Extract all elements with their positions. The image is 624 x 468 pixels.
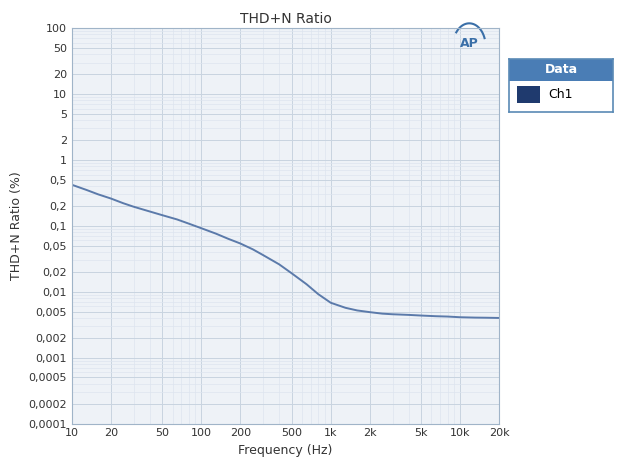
Title: THD+N Ratio: THD+N Ratio bbox=[240, 12, 331, 26]
Text: Data: Data bbox=[544, 63, 578, 76]
X-axis label: Frequency (Hz): Frequency (Hz) bbox=[238, 444, 333, 457]
Bar bbox=[517, 87, 540, 102]
Y-axis label: THD+N Ratio (%): THD+N Ratio (%) bbox=[10, 171, 22, 280]
Text: Ch1: Ch1 bbox=[548, 88, 573, 101]
Bar bbox=[509, 58, 613, 81]
Text: AP: AP bbox=[460, 37, 479, 51]
